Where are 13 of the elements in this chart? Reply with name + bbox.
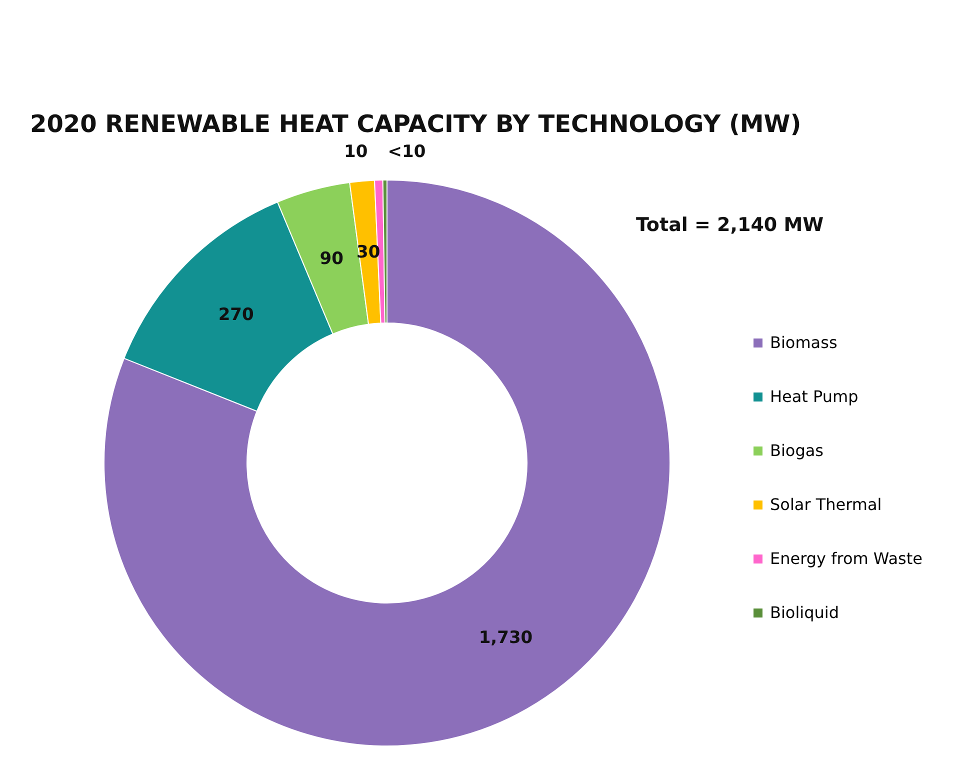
data-label: 90 [320,248,344,269]
text: Total = 2,140 MW [636,214,824,236]
legend-label: Heat Pump [770,387,858,406]
legend-label: Biomass [770,333,838,352]
data-label: 1,730 [478,628,533,648]
data-label: <10 [388,142,426,162]
legend-label: Bioliquid [770,603,839,622]
legend-label: Biogas [770,441,824,460]
chart-title: 2020 RENEWABLE HEAT CAPACITY BY TECHNOLOGY (MW) [30,110,802,138]
data-label: 270 [218,304,254,325]
legend-label: Energy from Waste [770,549,922,568]
data-label: 10 [344,142,368,162]
legend-label: Solar Thermal [770,495,882,514]
